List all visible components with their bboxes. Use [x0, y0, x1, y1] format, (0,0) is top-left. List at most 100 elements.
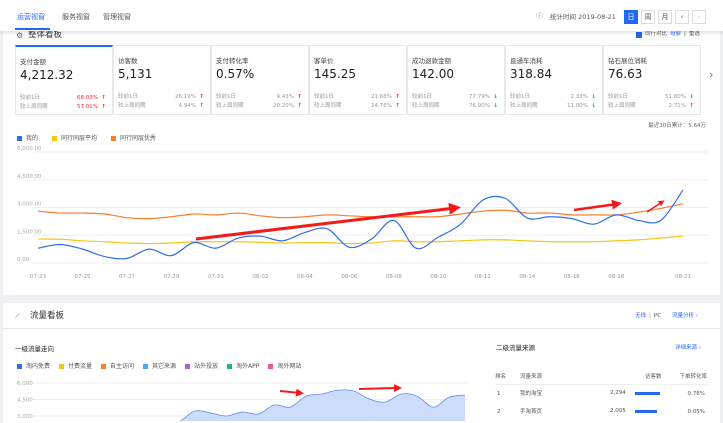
tab-service[interactable]: 服务视窗 — [62, 13, 90, 21]
compare-industry-link[interactable]: 母婴 — [670, 31, 682, 37]
legend-label: 淘外网站 — [277, 363, 302, 370]
metric-card[interactable]: 钻石展位消耗 76.63 较前1日 51.80% ↓ 较上周同期 2.71% ↑ — [603, 45, 701, 115]
compare-pct: 77.79% — [469, 94, 490, 100]
metric-value: 4,212.32 — [20, 68, 74, 82]
x-tick-label: 08-08 — [386, 274, 402, 280]
compare-pct: 9.43% — [276, 94, 294, 100]
compare-label: 较上周同期 — [216, 103, 244, 109]
metric-card[interactable]: 访客数 5,131 较前1日 26.19% ↑ 较上周同期 4.94% ↑ — [113, 45, 211, 115]
compare-pct: 57.01% — [77, 104, 98, 110]
y-tick-label: 4,500 — [17, 398, 33, 404]
legend-label: 同行同层优秀 — [120, 135, 157, 142]
period-month-button[interactable]: 月 — [658, 10, 672, 24]
y-tick-label: 6,000.00 — [17, 146, 42, 152]
compare-pct: 21.68% — [371, 94, 392, 100]
rank: 1 — [497, 391, 501, 397]
table-row[interactable]: 1 我的淘宝 2,294 0.78% — [495, 385, 707, 403]
compare-sep: | — [684, 31, 686, 37]
compare-pct: 76.90% — [469, 103, 490, 109]
next-date-button[interactable]: › — [692, 10, 706, 24]
legend-item[interactable]: 其它来源 — [143, 363, 176, 370]
arrow-up-icon: ↑ — [199, 103, 204, 109]
peer-compare: 同行对比 母婴 | 重选 — [636, 31, 700, 38]
source-name[interactable]: 手淘首页 — [520, 409, 543, 415]
metric-compare-row: 较前1日 51.80% ↓ — [608, 94, 694, 102]
metric-compare-row: 较上周同期 2.71% ↑ — [608, 103, 694, 111]
arrow-up-icon: ↑ — [395, 94, 400, 100]
traffic-analysis-link[interactable]: 流量分析 › — [672, 313, 698, 319]
legend-item[interactable]: 同行同层平均 — [52, 135, 97, 142]
legend-label: 淘内免费 — [26, 363, 51, 370]
legend-item[interactable]: 淘内免费 — [17, 363, 50, 370]
level2-title: 二级流量来源 — [496, 344, 535, 352]
table-header: 排名 流量来源 访客数 下单转化率 — [495, 371, 707, 385]
rate: 0.78% — [687, 391, 705, 397]
period-day-button[interactable]: 日 — [624, 10, 638, 24]
legend-item[interactable]: 站外投放 — [185, 363, 218, 370]
legend-item[interactable]: 同行同层优秀 — [111, 135, 156, 142]
x-tick-label: 07-29 — [163, 274, 179, 280]
source-name[interactable]: 我的淘宝 — [520, 391, 543, 397]
help-icon[interactable]: ⓘ — [536, 12, 543, 20]
y-tick-label: 0.00 — [17, 257, 30, 263]
tab-management[interactable]: 管理视窗 — [103, 13, 131, 21]
x-tick-label: 07-25 — [74, 274, 90, 280]
col-rank: 排名 — [495, 374, 507, 380]
next-metrics-icon[interactable]: › — [709, 68, 714, 81]
arrow-down-icon: ↓ — [493, 94, 498, 100]
traffic-chart: 3,000 4,500 6,000 — [17, 381, 468, 421]
line-chart-icon: ⟋ — [15, 312, 20, 320]
metric-compare-row: 较前1日 21.68% ↑ — [314, 94, 400, 102]
compare-label: 较上周同期 — [608, 103, 636, 109]
compare-label: 较上周同期 — [510, 103, 538, 109]
legend-label: 其它来源 — [152, 363, 177, 370]
y-tick-label: 3,000.00 — [17, 202, 42, 208]
y-tick-label: 3,000 — [17, 414, 33, 420]
arrow-up-icon: ↑ — [689, 103, 694, 109]
legend-item[interactable]: 自主访问 — [101, 363, 134, 370]
legend-item[interactable]: 淘外网站 — [268, 363, 301, 370]
x-tick-label: 08-06 — [341, 274, 357, 280]
metric-label: 客单价 — [314, 57, 334, 65]
metric-card[interactable]: 成功退款金额 142.00 较前1日 77.79% ↓ 较上周同期 76.90%… — [407, 45, 505, 115]
x-tick-label: 08-16 — [564, 274, 580, 280]
legend-item[interactable]: 我的 — [17, 135, 38, 142]
legend-item[interactable]: 淘外APP — [227, 363, 259, 370]
table-row[interactable]: 2 手淘首页 2,005 0.05% — [495, 403, 707, 421]
y-tick-label: 1,500.00 — [17, 229, 42, 235]
detail-source-link[interactable]: 详细来源 › — [675, 345, 701, 351]
compare-checkbox[interactable] — [636, 31, 642, 38]
compare-label: 较上周同期 — [412, 103, 440, 109]
series-line-我的 — [37, 189, 684, 260]
compare-pct: 2.71% — [668, 103, 686, 109]
metric-card[interactable]: 客单价 145.25 较前1日 21.68% ↑ 较上周同期 24.76% ↑ — [309, 45, 407, 115]
y-tick-label: 6,000 — [17, 381, 33, 387]
device-pc[interactable]: PC — [653, 313, 662, 319]
device-wireless[interactable]: 无线 — [635, 313, 647, 319]
metric-value: 5,131 — [118, 67, 153, 81]
metric-value: 0.57% — [216, 67, 255, 81]
compare-pct: 20.20% — [273, 103, 294, 109]
legend-swatch — [59, 364, 65, 369]
compare-reselect-link[interactable]: 重选 — [688, 31, 700, 37]
tab-operations[interactable]: 运营视窗 — [17, 13, 45, 21]
col-rate: 下单转化率 — [679, 374, 707, 380]
prev-date-button[interactable]: ‹ — [675, 10, 689, 24]
x-tick-label: 08-21 — [675, 274, 691, 280]
col-visitors: 访客数 — [645, 374, 662, 380]
x-tick-label: 08-10 — [430, 274, 446, 280]
metric-card[interactable]: 支付金额 4,212.32 较前1日 68.03% ↑ 较上周同期 57.01%… — [15, 45, 113, 115]
legend-item[interactable]: 付费流量 — [59, 363, 92, 370]
y-tick-label: 4,500.00 — [17, 174, 42, 180]
metric-label: 支付金额 — [20, 58, 46, 66]
period-week-button[interactable]: 周 — [641, 10, 655, 24]
metric-card[interactable]: 支付转化率 0.57% 较前1日 9.43% ↑ 较上周同期 20.20% ↑ — [211, 45, 309, 115]
rank: 2 — [497, 409, 501, 415]
divider — [3, 328, 720, 329]
metric-compare-row: 较前1日 68.03% ↑ — [20, 95, 106, 103]
arrow-down-icon: ↓ — [689, 94, 694, 100]
compare-label: 较前1日 — [510, 94, 530, 100]
legend-swatch — [143, 364, 149, 369]
legend-swatch — [17, 364, 22, 369]
metric-card[interactable]: 直通车消耗 318.84 较前1日 2.33% ↓ 较上周同期 11.00% ↓ — [505, 45, 603, 115]
